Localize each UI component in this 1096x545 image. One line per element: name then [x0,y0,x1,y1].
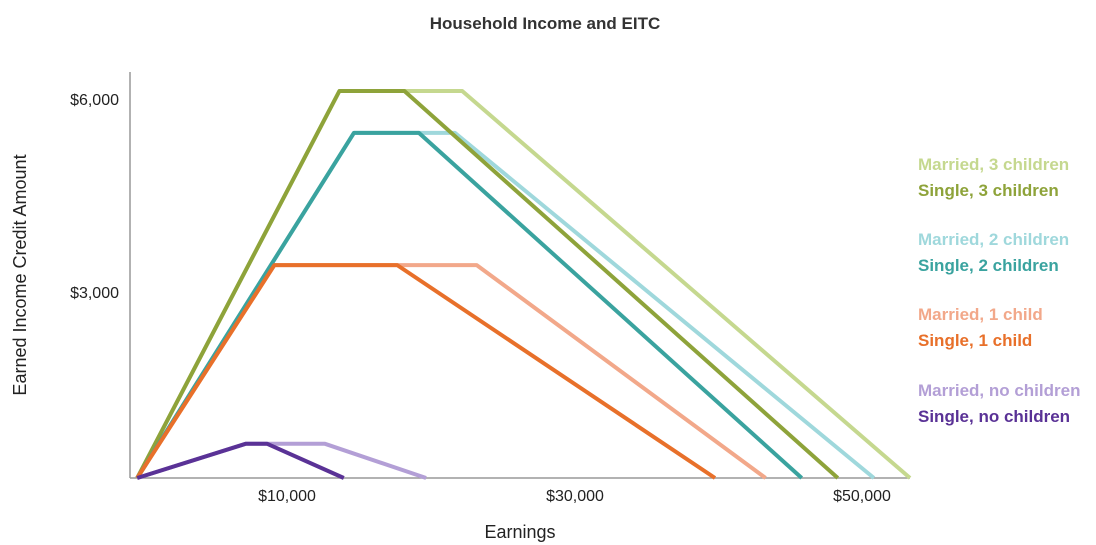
series-lines [135,89,912,480]
legend-item-married-2-children: Married, 2 children [918,230,1069,249]
legend-item-single-3-children: Single, 3 children [918,181,1059,200]
legend-item-single-no-children: Single, no children [918,407,1070,426]
series-line-single-1-child [135,263,717,480]
y-axis-label: Earned Income Credit Amount [10,154,30,395]
series-line-single-3-children [135,89,840,480]
legend: Married, 3 children Single, 3 children Mar… [918,155,1080,426]
legend-item-single-2-children: Single, 2 children [918,256,1059,275]
legend-item-single-1-child: Single, 1 child [918,331,1032,350]
x-tick-label-10000: $10,000 [258,488,316,505]
series-line-single-no-children [136,441,345,480]
y-tick-label-3000: $3,000 [70,285,119,302]
legend-item-married-no-children: Married, no children [918,381,1080,400]
legend-item-married-3-children: Married, 3 children [918,155,1069,174]
x-tick-label-30000: $30,000 [546,488,604,505]
series-line-married-3-children [135,89,912,480]
series-line-single-2-children [135,130,804,480]
y-tick-label-6000: $6,000 [70,92,119,109]
x-axis-label: Earnings [484,522,555,542]
chart-title: Household Income and EITC [430,14,660,33]
x-tick-label-50000: $50,000 [833,488,891,505]
legend-item-married-1-child: Married, 1 child [918,305,1043,324]
